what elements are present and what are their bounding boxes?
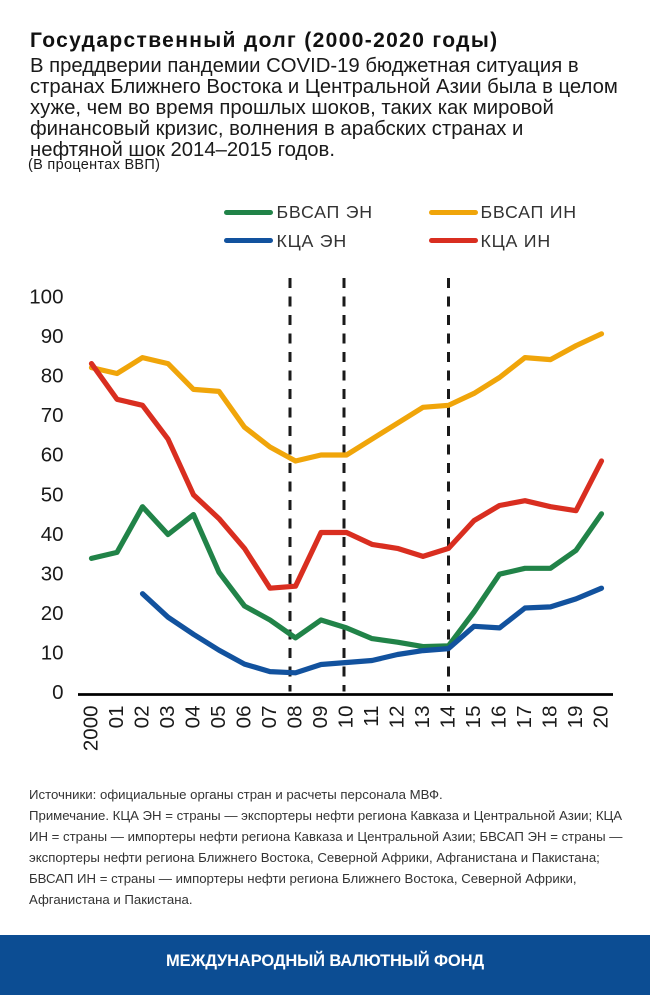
svg-text:14: 14 <box>436 706 459 729</box>
svg-text:06: 06 <box>232 706 255 729</box>
svg-text:01: 01 <box>105 706 128 729</box>
svg-text:16: 16 <box>487 706 510 729</box>
svg-text:18: 18 <box>538 706 561 729</box>
svg-text:09: 09 <box>309 706 332 729</box>
svg-text:80: 80 <box>41 365 64 388</box>
svg-text:30: 30 <box>41 562 64 585</box>
svg-text:2000: 2000 <box>79 706 102 752</box>
svg-text:10: 10 <box>41 642 64 665</box>
svg-text:90: 90 <box>41 325 64 348</box>
svg-text:19: 19 <box>564 706 587 729</box>
svg-text:04: 04 <box>181 706 204 729</box>
svg-text:60: 60 <box>41 444 64 467</box>
svg-text:13: 13 <box>411 706 434 729</box>
svg-text:17: 17 <box>513 706 536 729</box>
svg-text:07: 07 <box>258 706 281 729</box>
svg-text:02: 02 <box>130 706 153 729</box>
svg-text:15: 15 <box>462 706 485 729</box>
svg-text:03: 03 <box>156 706 179 729</box>
svg-text:05: 05 <box>207 706 230 729</box>
svg-text:10: 10 <box>334 706 357 729</box>
svg-text:50: 50 <box>41 483 64 506</box>
svg-text:100: 100 <box>29 286 63 309</box>
svg-text:0: 0 <box>52 681 63 704</box>
svg-text:08: 08 <box>283 706 306 729</box>
svg-text:70: 70 <box>41 404 64 427</box>
svg-text:12: 12 <box>385 706 408 729</box>
svg-text:20: 20 <box>41 602 64 625</box>
svg-text:11: 11 <box>360 706 383 727</box>
svg-text:40: 40 <box>41 523 64 546</box>
svg-text:20: 20 <box>589 706 612 729</box>
